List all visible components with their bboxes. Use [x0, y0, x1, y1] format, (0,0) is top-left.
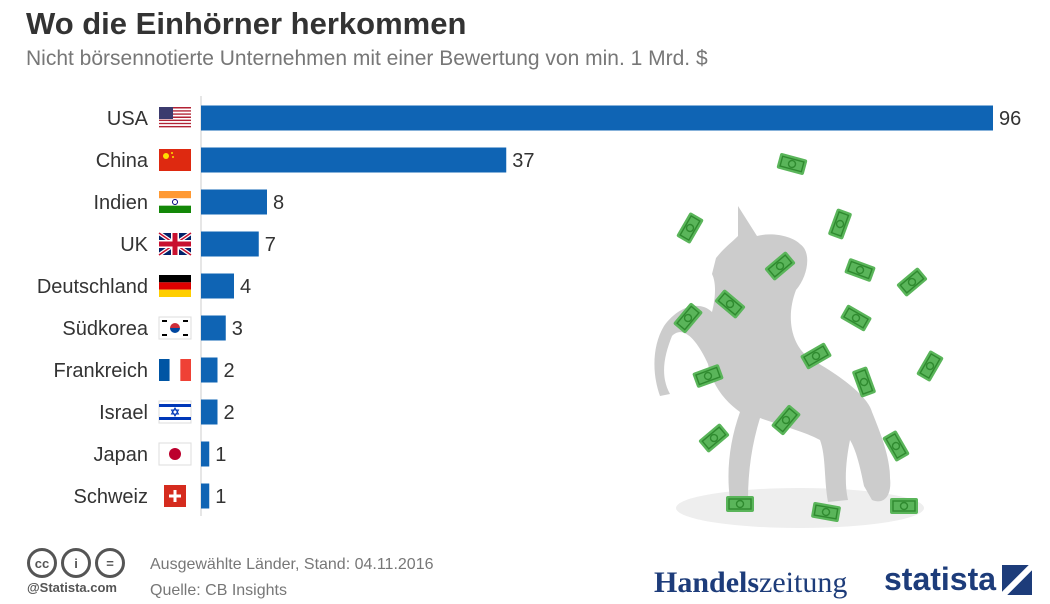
handelszeitung-logo-bold: Handels: [654, 566, 760, 599]
value-label-indien: 8: [273, 192, 284, 214]
value-label-usa: 96: [999, 108, 1021, 130]
category-label-indien: Indien: [94, 192, 149, 214]
copyright-text: @Statista.com: [27, 580, 117, 595]
bar-chart: USA 96 China 37 Indien 8 UK 7 Deutschland 4 Südkor…: [37, 96, 1021, 528]
nd-icon: =: [95, 548, 125, 578]
value-label-frankreich: 2: [224, 360, 235, 382]
uk-flag-icon: [157, 231, 193, 257]
category-label-israel: Israel: [99, 402, 148, 424]
statista-mark-icon: [1002, 564, 1033, 595]
value-label-sudkorea: 3: [232, 318, 243, 340]
il-flag-icon: [158, 400, 192, 424]
value-label-schweiz: 1: [215, 486, 226, 508]
bar-israel[interactable]: [201, 399, 218, 425]
bar-japan[interactable]: [201, 441, 210, 467]
footer-note-source: Quelle: CB Insights: [150, 582, 287, 599]
bar-indien[interactable]: [201, 189, 267, 215]
category-label-japan: Japan: [94, 444, 149, 466]
value-label-israel: 2: [224, 402, 235, 424]
page-title: Wo die Einhörner herkommen: [26, 6, 467, 41]
cn-flag-icon: [159, 149, 191, 171]
statista-logo[interactable]: statista: [884, 561, 1033, 598]
de-flag-icon: [159, 275, 191, 297]
bar-uk[interactable]: [201, 231, 259, 257]
category-label-uk: UK: [120, 234, 148, 256]
us-flag-icon: [159, 107, 191, 129]
footer-note-date: Ausgewählte Länder, Stand: 04.11.2016: [150, 556, 434, 573]
value-label-china: 37: [512, 150, 534, 172]
license-icons: cc i =: [27, 548, 125, 578]
cc-icon: cc: [27, 548, 57, 578]
page-subtitle: Nicht börsennotierte Unternehmen mit ein…: [26, 47, 708, 70]
bar-deutschland[interactable]: [201, 273, 234, 299]
category-label-deutschland: Deutschland: [37, 276, 148, 298]
category-label-schweiz: Schweiz: [74, 486, 148, 508]
value-label-uk: 7: [265, 234, 276, 256]
statista-logo-text: statista: [884, 561, 997, 597]
handelszeitung-logo-light: zeitung: [759, 566, 848, 599]
bar-frankreich[interactable]: [201, 357, 218, 383]
category-label-china: China: [96, 150, 149, 172]
bar-usa[interactable]: [201, 105, 993, 131]
category-label-usa: USA: [107, 108, 149, 130]
value-label-japan: 1: [215, 444, 226, 466]
jp-flag-icon: [158, 442, 192, 466]
category-label-frankreich: Frankreich: [54, 360, 148, 382]
handelszeitung-logo[interactable]: Handelszeitung: [654, 566, 847, 600]
unicorn-with-money-icon: [654, 206, 924, 528]
bar-schweiz[interactable]: [201, 483, 210, 509]
by-icon: i: [61, 548, 91, 578]
bar-sudkorea[interactable]: [201, 315, 226, 341]
kr-flag-icon: [158, 316, 192, 340]
bar-china[interactable]: [201, 147, 507, 173]
category-label-sudkorea: Südkorea: [62, 318, 148, 340]
footer-note: Ausgewählte Länder, Stand: 04.11.2016 Qu…: [150, 552, 433, 604]
fr-flag-icon: [159, 359, 191, 381]
in-flag-icon: [159, 191, 191, 213]
ch-flag-icon: [164, 485, 186, 507]
value-label-deutschland: 4: [240, 276, 251, 298]
